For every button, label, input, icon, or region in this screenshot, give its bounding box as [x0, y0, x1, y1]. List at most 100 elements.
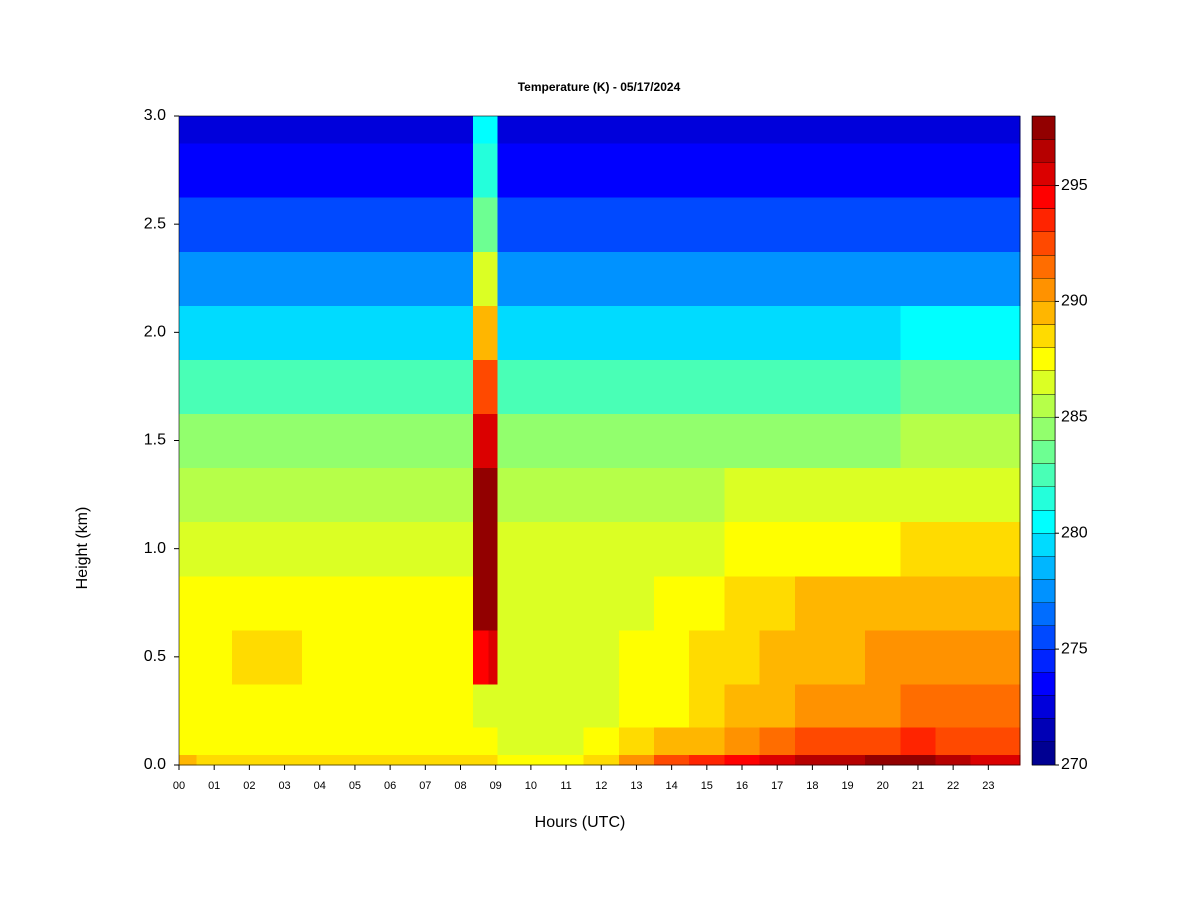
heat-cell — [179, 521, 198, 577]
colorbar-segment — [1031, 370, 1056, 395]
heat-cell — [900, 727, 937, 755]
colorbar-segment — [1031, 324, 1056, 348]
heat-cell — [196, 413, 233, 469]
heat-cell — [442, 467, 474, 523]
heat-cell — [548, 413, 585, 469]
heat-cell — [337, 683, 374, 728]
heat-cell — [829, 727, 866, 755]
heat-cell — [548, 143, 585, 198]
heat-cell — [935, 467, 972, 523]
heat-cell — [829, 413, 866, 469]
heat-cell — [583, 727, 620, 755]
heat-cell — [179, 143, 198, 198]
heat-cell — [548, 251, 585, 306]
heat-cell — [935, 251, 972, 306]
heat-cell — [618, 727, 655, 755]
heat-cell — [302, 413, 338, 469]
heat-cell — [759, 727, 796, 755]
x-tick-label: 17 — [771, 780, 783, 792]
heat-cell — [337, 359, 374, 415]
heatmap — [179, 116, 1021, 766]
heat-cell — [654, 197, 690, 252]
heat-cell — [548, 629, 585, 685]
colorbar-segment — [1031, 278, 1056, 302]
heat-cell — [179, 754, 198, 766]
heat-cell — [442, 143, 474, 198]
x-tick-label: 20 — [877, 780, 889, 792]
heat-cell — [970, 575, 1021, 631]
heat-cell — [618, 575, 655, 631]
heat-cell — [654, 754, 690, 766]
heat-cell — [689, 683, 726, 728]
heat-cell — [179, 413, 198, 469]
heat-cell — [970, 143, 1021, 198]
heat-cell — [442, 521, 474, 577]
heat-cell — [302, 575, 338, 631]
heat-cell — [759, 305, 796, 360]
heat-cell — [900, 754, 937, 766]
heat-cell — [407, 197, 444, 252]
heat-cell — [865, 683, 901, 728]
heat-cell — [689, 629, 726, 685]
x-tick-label: 23 — [982, 780, 994, 792]
heat-cell — [865, 727, 901, 755]
colorbar-segment — [1031, 208, 1056, 233]
heat-cell — [497, 197, 518, 252]
heat-cell — [829, 683, 866, 728]
heat-cell — [689, 197, 726, 252]
heat-cell — [472, 575, 490, 631]
colorbar-segment — [1031, 115, 1056, 140]
y-axis-label: Height (km) — [74, 507, 91, 590]
heat-cell — [724, 197, 761, 252]
heat-cell — [794, 116, 831, 144]
heat-cell — [970, 754, 1021, 766]
colorbar-segment — [1031, 672, 1056, 696]
heat-cell — [488, 359, 499, 415]
heat-cell — [497, 413, 518, 469]
heat-cell — [372, 413, 409, 469]
colorbar-tick-label: 275 — [1061, 640, 1088, 657]
heat-cell — [196, 251, 233, 306]
heat-cell — [618, 197, 655, 252]
heat-cell — [497, 116, 518, 144]
colorbar-segment — [1031, 718, 1056, 743]
heat-cell — [654, 116, 690, 144]
heat-cell — [472, 629, 490, 685]
x-tick-label: 01 — [208, 780, 220, 792]
colorbar-segment — [1031, 486, 1056, 511]
heat-cell — [724, 251, 761, 306]
heat-cell — [794, 521, 831, 577]
heat-cell — [794, 754, 831, 766]
heat-cell — [935, 575, 972, 631]
heat-cell — [472, 116, 490, 144]
heat-cell — [583, 197, 620, 252]
heat-cell — [266, 727, 303, 755]
heat-cell — [442, 683, 474, 728]
heat-cell — [516, 629, 550, 685]
colorbar-tick-label: 290 — [1061, 293, 1088, 310]
heat-cell — [583, 467, 620, 523]
heat-cell — [372, 754, 409, 766]
heat-cell — [970, 197, 1021, 252]
heat-cell — [654, 727, 690, 755]
heat-cell — [689, 143, 726, 198]
heat-cell — [372, 629, 409, 685]
x-tick-label: 04 — [314, 780, 326, 792]
x-tick-label: 22 — [947, 780, 959, 792]
x-tick-label: 08 — [454, 780, 466, 792]
heat-cell — [302, 116, 338, 144]
heat-cell — [900, 413, 937, 469]
heat-cell — [442, 754, 474, 766]
heat-cell — [935, 413, 972, 469]
heat-cell — [583, 629, 620, 685]
heat-cell — [442, 575, 474, 631]
heat-cell — [970, 467, 1021, 523]
colorbar-segment — [1031, 695, 1056, 719]
colorbar-tick-label: 280 — [1061, 524, 1088, 541]
heat-cell — [724, 305, 761, 360]
colorbar-segment — [1031, 347, 1056, 372]
heat-cell — [266, 251, 303, 306]
heat-cell — [372, 727, 409, 755]
heat-cell — [196, 143, 233, 198]
heat-cell — [179, 467, 198, 523]
